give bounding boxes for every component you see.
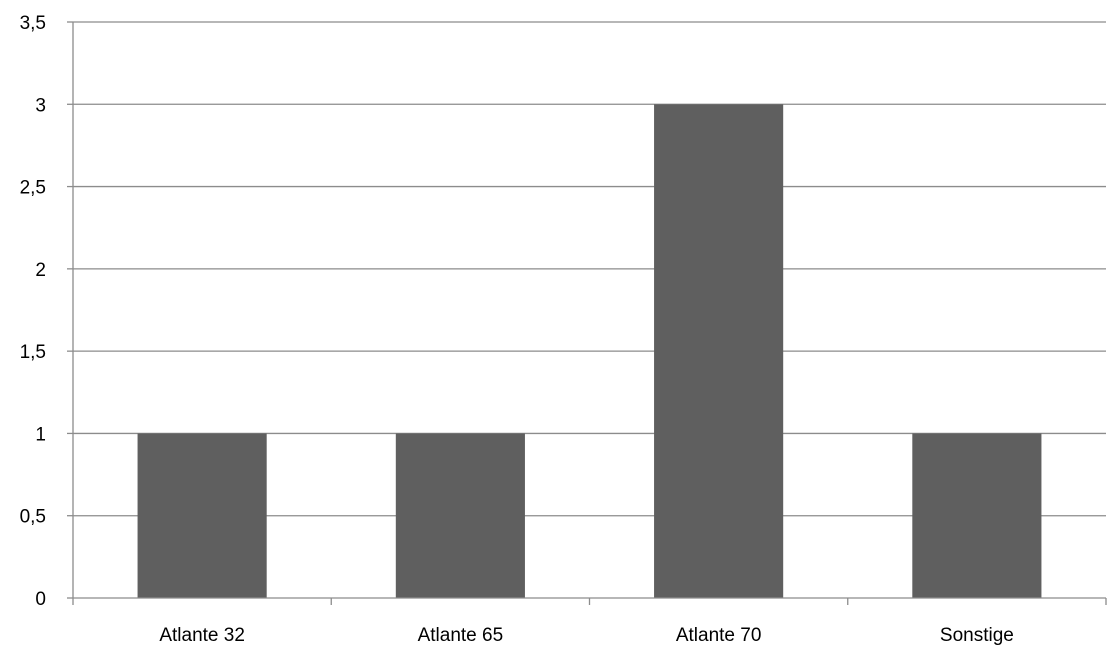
y-tick-label: 0 [35,589,46,610]
x-tick-label: Sonstige [940,625,1014,646]
bars [137,104,1042,599]
bar [137,433,267,598]
y-tick-label: 1,5 [20,342,46,363]
bar [654,104,784,599]
axes [67,21,1107,605]
bar [395,433,525,598]
x-tick-label: Atlante 32 [159,625,245,646]
y-tick-label: 2 [35,260,46,281]
y-tick-label: 3,5 [20,13,46,34]
y-tick-label: 2,5 [20,178,46,199]
x-axis-tick-labels: Atlante 32 Atlante 65 Atlante 70 Sonstige [159,625,1014,646]
y-tick-label: 0,5 [20,507,46,528]
x-tick-label: Atlante 65 [418,625,504,646]
y-tick-label: 1 [35,424,46,445]
y-tick-label: 3 [35,95,46,116]
y-axis-tick-labels: 0 0,5 1 1,5 2 2,5 3 3,5 [20,13,46,610]
bar [912,433,1042,598]
x-tick-label: Atlante 70 [676,625,762,646]
